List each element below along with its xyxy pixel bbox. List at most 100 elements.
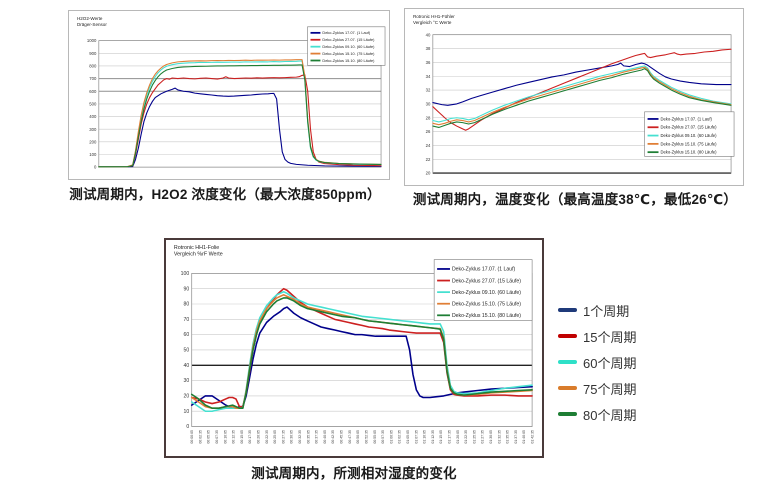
legend-swatch-80-cycles [558, 412, 577, 416]
svg-text:Vergleich %rF Werte: Vergleich %rF Werte [174, 252, 223, 258]
svg-text:01:15:05: 01:15:05 [439, 430, 443, 444]
svg-text:Dräger-Sensor: Dräger-Sensor [77, 22, 107, 27]
svg-text:0: 0 [186, 424, 189, 430]
svg-text:200: 200 [89, 139, 97, 144]
h2o2-chart-panel: 0 100 200 300 400 500 600 700 800 900 1000 Deko-Zyk… [68, 10, 390, 180]
humidity-caption: 测试周期内，所测相对湿度的变化 [251, 466, 457, 481]
svg-text:34: 34 [426, 74, 431, 79]
svg-text:100: 100 [181, 271, 190, 277]
svg-text:24: 24 [426, 143, 431, 148]
svg-text:00:55:05: 00:55:05 [373, 430, 377, 444]
svg-text:00:25:05: 00:25:05 [273, 430, 277, 444]
temperature-chart: 20 22 24 26 28 30 32 34 36 38 40 Deko-Zyklus 17.07.… [413, 14, 735, 176]
svg-text:00:32:35: 00:32:35 [298, 430, 302, 444]
svg-text:26: 26 [426, 129, 431, 134]
svg-text:01:27:35: 01:27:35 [481, 430, 485, 444]
svg-text:01:22:35: 01:22:35 [464, 430, 468, 444]
svg-text:300: 300 [89, 127, 97, 132]
svg-text:38: 38 [426, 46, 431, 51]
legend-swatch-1-cycle [558, 308, 577, 312]
svg-text:00:45:05: 00:45:05 [340, 430, 344, 444]
svg-text:1000: 1000 [87, 38, 97, 43]
svg-text:80: 80 [184, 302, 190, 308]
svg-text:01:35:05: 01:35:05 [506, 430, 510, 444]
svg-text:Rotronic HH1-Folie: Rotronic HH1-Folie [174, 245, 219, 251]
svg-text:00:35:05: 00:35:05 [306, 430, 310, 444]
legend-item-80-cycles: 80个周期 [558, 405, 668, 423]
svg-text:00:57:35: 00:57:35 [381, 430, 385, 444]
svg-text:50: 50 [184, 348, 190, 354]
svg-text:100: 100 [89, 152, 97, 157]
svg-text:01:05:05: 01:05:05 [406, 430, 410, 444]
svg-text:90: 90 [184, 286, 190, 292]
svg-text:01:25:05: 01:25:05 [472, 430, 476, 444]
svg-text:00:07:35: 00:07:35 [215, 430, 219, 444]
legend-item-15-cycles: 15个周期 [558, 327, 668, 345]
h2o2-caption: 测试周期内，H2O2 浓度变化（最大浓度850ppm） [69, 187, 381, 202]
svg-text:Deko-Zyklus 09.10. (60 Läufe): Deko-Zyklus 09.10. (60 Läufe) [660, 133, 717, 138]
legend-label-1-cycle: 1个周期 [583, 303, 630, 319]
svg-text:00:12:35: 00:12:35 [232, 430, 236, 444]
legend-item-75-cycles: 75个周期 [558, 379, 668, 397]
svg-text:01:10:05: 01:10:05 [423, 430, 427, 444]
svg-text:H2O2-Werte: H2O2-Werte [77, 16, 103, 21]
svg-text:22: 22 [426, 157, 431, 162]
svg-text:700: 700 [89, 76, 97, 81]
h2o2-chart: 0 100 200 300 400 500 600 700 800 900 1000 Deko-Zyk… [77, 16, 386, 170]
svg-text:Rotronic HH1-Fühler: Rotronic HH1-Fühler [413, 14, 455, 19]
svg-text:Deko-Zyklus 09.10. (60 Läufe): Deko-Zyklus 09.10. (60 Läufe) [452, 290, 521, 296]
svg-text:00:05:05: 00:05:05 [207, 430, 211, 444]
svg-text:Deko-Zyklus 15.10. (80 Läufe): Deko-Zyklus 15.10. (80 Läufe) [322, 59, 375, 63]
svg-text:01:32:35: 01:32:35 [497, 430, 501, 444]
svg-text:Deko-Zyklus 15.10. (75 Läufe): Deko-Zyklus 15.10. (75 Läufe) [660, 141, 717, 146]
svg-text:01:00:05: 01:00:05 [389, 430, 393, 444]
svg-text:01:42:35: 01:42:35 [530, 430, 534, 444]
svg-text:01:20:05: 01:20:05 [456, 430, 460, 444]
svg-text:00:22:35: 00:22:35 [265, 430, 269, 444]
svg-text:00:37:35: 00:37:35 [315, 430, 319, 444]
svg-text:20: 20 [426, 171, 431, 176]
svg-text:Deko-Zyklus 15.10. (80 Läufe): Deko-Zyklus 15.10. (80 Läufe) [660, 150, 717, 155]
svg-text:00:42:35: 00:42:35 [331, 430, 335, 444]
svg-text:Vergleich °C Werte: Vergleich °C Werte [413, 20, 452, 25]
svg-text:00:15:05: 00:15:05 [240, 430, 244, 444]
svg-text:01:12:35: 01:12:35 [431, 430, 435, 444]
svg-text:600: 600 [89, 89, 97, 94]
svg-text:00:20:05: 00:20:05 [257, 430, 261, 444]
svg-text:10: 10 [184, 409, 190, 415]
legend-swatch-75-cycles [558, 386, 577, 390]
svg-text:28: 28 [426, 115, 431, 120]
svg-text:Deko-Zyklus 17.07. (1 Lauf): Deko-Zyklus 17.07. (1 Lauf) [452, 267, 516, 273]
svg-text:500: 500 [89, 101, 97, 106]
svg-text:Deko-Zyklus 15.10. (80 Läufe): Deko-Zyklus 15.10. (80 Läufe) [452, 313, 521, 319]
legend-label-60-cycles: 60个周期 [583, 355, 637, 371]
svg-text:Deko-Zyklus 27.07. (15 Läufe): Deko-Zyklus 27.07. (15 Läufe) [322, 38, 375, 42]
humidity-chart-panel: 0 10 20 30 40 50 60 70 80 90 100 00:00:05 00:02:35 00… [164, 238, 544, 458]
temperature-chart-panel: 20 22 24 26 28 30 32 34 36 38 40 Deko-Zyklus 17.07.… [404, 8, 744, 186]
svg-text:36: 36 [426, 60, 431, 65]
svg-text:40: 40 [184, 363, 190, 369]
svg-text:Deko-Zyklus 27.07. (15 Läufe): Deko-Zyklus 27.07. (15 Läufe) [660, 125, 717, 130]
svg-text:900: 900 [89, 51, 97, 56]
svg-text:0: 0 [94, 165, 97, 170]
svg-text:Deko-Zyklus 17.07. (1 Lauf): Deko-Zyklus 17.07. (1 Lauf) [322, 31, 370, 35]
svg-text:00:00:05: 00:00:05 [190, 430, 194, 444]
legend-item-1-cycle: 1个周期 [558, 301, 668, 319]
svg-text:00:40:05: 00:40:05 [323, 430, 327, 444]
legend-label-75-cycles: 75个周期 [583, 381, 637, 397]
svg-text:Deko-Zyklus 15.10. (75 Läufe): Deko-Zyklus 15.10. (75 Läufe) [322, 52, 375, 56]
svg-text:01:17:35: 01:17:35 [447, 430, 451, 444]
svg-text:400: 400 [89, 114, 97, 119]
temperature-caption: 测试周期内，温度变化（最高温度38℃，最低26℃） [412, 192, 738, 207]
svg-text:00:27:35: 00:27:35 [281, 430, 285, 444]
svg-text:70: 70 [184, 317, 190, 323]
svg-text:Deko-Zyklus 15.10. (75 Läufe): Deko-Zyklus 15.10. (75 Läufe) [452, 302, 521, 308]
svg-text:00:02:35: 00:02:35 [198, 430, 202, 444]
legend-swatch-60-cycles [558, 360, 577, 364]
humidity-chart: 0 10 20 30 40 50 60 70 80 90 100 00:00:05 00:02:35 00… [174, 245, 535, 444]
cycle-legend: 1个周期 15个周期 60个周期 75个周期 80个周期 [558, 301, 668, 431]
svg-text:32: 32 [426, 88, 431, 93]
svg-text:01:37:35: 01:37:35 [514, 430, 518, 444]
svg-text:Deko-Zyklus 17.07. (1 Lauf): Deko-Zyklus 17.07. (1 Lauf) [660, 116, 712, 121]
